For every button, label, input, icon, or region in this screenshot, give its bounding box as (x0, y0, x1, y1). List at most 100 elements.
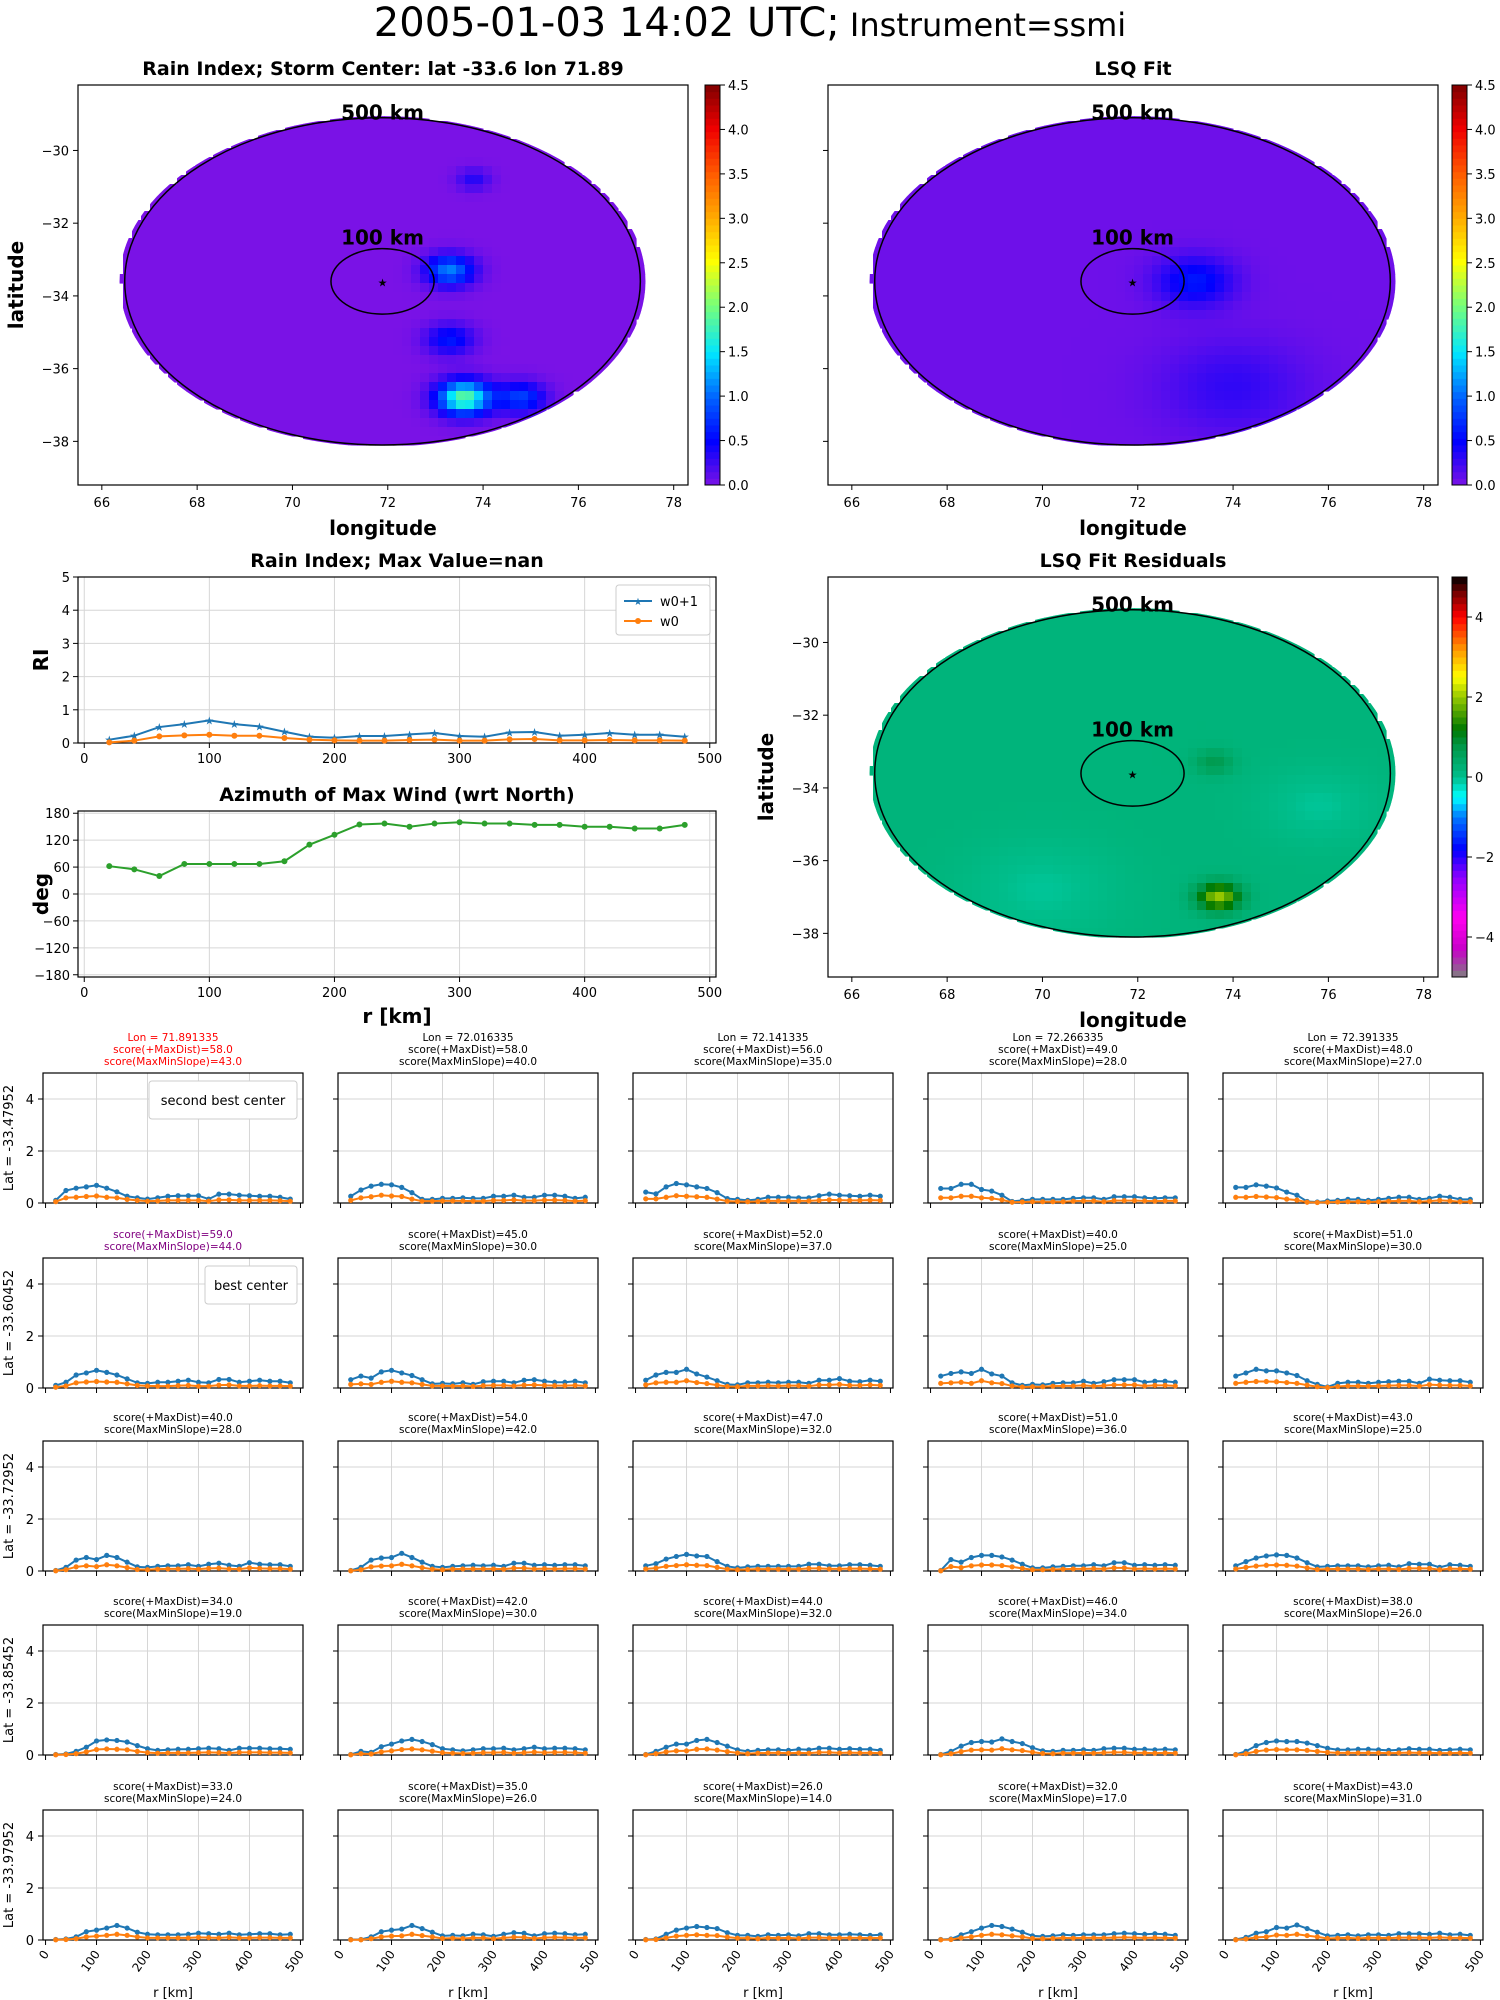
map-cell (1170, 631, 1180, 641)
map-cell (1170, 427, 1180, 437)
map-cell (1017, 667, 1027, 677)
map-cell (492, 274, 502, 284)
map-cell (420, 238, 430, 248)
map-cell (1287, 820, 1297, 830)
map-cell (1323, 247, 1333, 257)
map-cell (222, 202, 232, 212)
map-cell (972, 775, 982, 785)
map-cell (909, 811, 919, 821)
map-cell (312, 175, 322, 185)
map-cell (1107, 685, 1117, 695)
map-cell (564, 166, 574, 176)
map-cell (1278, 793, 1288, 803)
map-cell (1098, 640, 1108, 650)
map-cell (1053, 139, 1063, 149)
map-cell (510, 400, 520, 410)
map-cell (1197, 739, 1207, 749)
map-cell (1269, 193, 1279, 203)
map-cell (891, 775, 901, 785)
map-cell (1098, 829, 1108, 839)
map-cell (972, 373, 982, 383)
map-cell (312, 373, 322, 383)
map-cell (528, 238, 538, 248)
map-cell (1026, 793, 1036, 803)
map-cell (465, 391, 475, 401)
map-cell (1125, 238, 1135, 248)
map-cell (501, 355, 511, 365)
map-cell (981, 292, 991, 302)
map-cell (927, 283, 937, 293)
map-cell (204, 274, 214, 284)
map-cell (1143, 721, 1153, 731)
map-cell (1053, 193, 1063, 203)
map-cell (402, 211, 412, 221)
map-cell (1062, 685, 1072, 695)
map-cell (285, 382, 295, 392)
map-cell (384, 292, 394, 302)
map-cell (1188, 418, 1198, 428)
map-cell (1314, 202, 1324, 212)
map-cell (384, 301, 394, 311)
map-cell (1179, 238, 1189, 248)
map-cell (420, 319, 430, 329)
map-cell (945, 712, 955, 722)
map-cell (240, 409, 250, 419)
map-cell (1161, 427, 1171, 437)
map-cell (1215, 193, 1225, 203)
map-cell (1233, 667, 1243, 677)
map-cell (1089, 409, 1099, 419)
map-cell (600, 274, 610, 284)
map-cell (1062, 238, 1072, 248)
map-cell (1242, 748, 1252, 758)
map-cell (1053, 838, 1063, 848)
map-cell (312, 319, 322, 329)
map-cell (1098, 211, 1108, 221)
colorbar-segment (1452, 338, 1467, 346)
map-cell (1062, 130, 1072, 140)
colorbar-segment (1452, 331, 1467, 339)
map-cell (981, 721, 991, 731)
map-cell (564, 355, 574, 365)
map-cell (1242, 139, 1252, 149)
map-cell (519, 256, 529, 266)
map-cell (186, 283, 196, 293)
map-cell (411, 427, 421, 437)
map-cell (150, 301, 160, 311)
map-cell (591, 373, 601, 383)
map-cell (999, 139, 1009, 149)
map-cell (564, 310, 574, 320)
colorbar-segment (1452, 305, 1467, 313)
map-cell (1107, 766, 1117, 776)
map-cell (582, 283, 592, 293)
map-cell (1233, 820, 1243, 830)
map-cell (1251, 703, 1261, 713)
map-cell (429, 175, 439, 185)
map-cell (294, 148, 304, 158)
map-cell (591, 274, 601, 284)
map-cell (1269, 811, 1279, 821)
map-cell (267, 238, 277, 248)
map-cell (1152, 130, 1162, 140)
map-cell (1314, 784, 1324, 794)
map-cell (1206, 310, 1216, 320)
map-cell (1377, 802, 1387, 812)
map-cell (1062, 622, 1072, 632)
map-cell (1152, 811, 1162, 821)
map-cell (1044, 229, 1054, 239)
map-cell (1242, 265, 1252, 275)
map-cell (1053, 157, 1063, 167)
map-cell (474, 166, 484, 176)
map-cell (384, 418, 394, 428)
map-cell (1215, 157, 1225, 167)
axes-frame (827, 84, 1439, 486)
map-cell (1278, 274, 1288, 284)
map-cell (429, 328, 439, 338)
map-cell (438, 238, 448, 248)
map-cell (882, 301, 892, 311)
map-cell (339, 148, 349, 158)
map-cell (357, 346, 367, 356)
map-cell (999, 820, 1009, 830)
map-cell (1242, 694, 1252, 704)
map-cell (1008, 658, 1018, 668)
map-cell (1215, 712, 1225, 722)
